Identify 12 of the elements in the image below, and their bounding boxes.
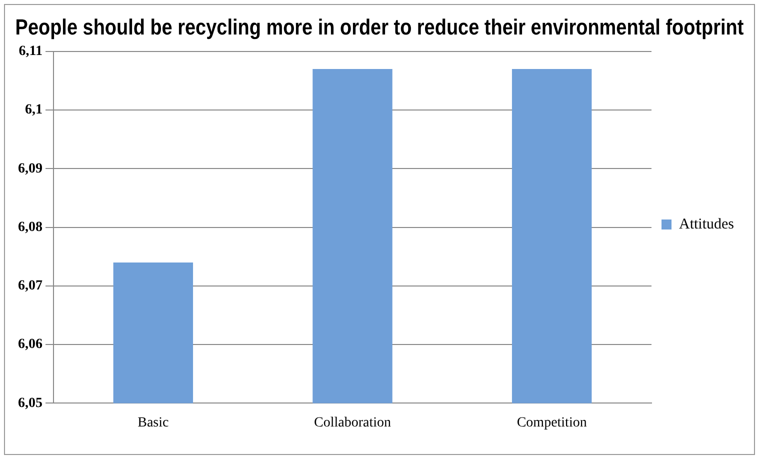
- x-tick-label: Basic: [138, 415, 169, 430]
- x-tick-label: Collaboration: [314, 415, 391, 430]
- x-tick-label: Competition: [516, 415, 587, 430]
- y-tick-label: 6,08: [18, 220, 42, 235]
- y-tick-label: 6,07: [18, 278, 42, 294]
- y-tick-label: 6,09: [18, 161, 42, 176]
- y-tick-label: 6,11: [18, 44, 42, 60]
- y-tick-label: 6,06: [18, 337, 42, 352]
- y-tick-label: 6,05: [18, 396, 42, 411]
- chart-title: People should be recycling more in order to reduce their environmental footprint: [15, 14, 744, 40]
- y-tick-label: 6,1: [25, 102, 42, 118]
- legend-label: Attitudes: [679, 216, 734, 232]
